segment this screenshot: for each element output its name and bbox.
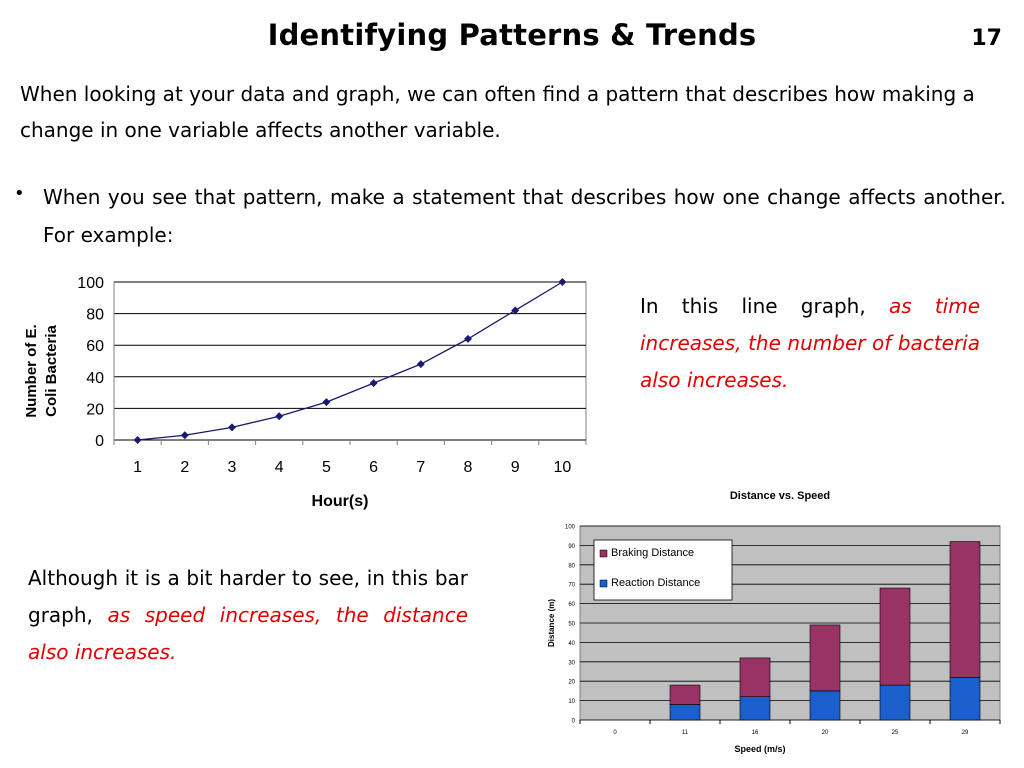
data-point xyxy=(511,306,520,315)
data-point xyxy=(275,412,284,421)
x-tick-label: 29 xyxy=(962,730,969,736)
bar-segment xyxy=(809,624,841,692)
bar-chart-caption: Although it is a bit harder to see, in t… xyxy=(28,560,468,671)
y-tick-label: 40 xyxy=(568,641,575,647)
x-tick-label: 10 xyxy=(554,459,572,476)
y-tick-label: 10 xyxy=(568,699,575,705)
page-title: Identifying Patterns & Trends xyxy=(267,18,757,52)
bullet-marker: • xyxy=(14,183,25,204)
bar-segment xyxy=(669,684,701,705)
bar-segment xyxy=(669,704,701,721)
x-tick-label: 3 xyxy=(228,459,237,476)
bar-segment xyxy=(879,684,911,721)
bar-segment xyxy=(739,657,771,698)
x-tick-label: 11 xyxy=(682,730,689,736)
x-tick-label: 1 xyxy=(133,459,142,476)
bar-chart: Distance vs. Speed 0 10 20 30 40 50 60 70 80 90 100… xyxy=(547,490,1001,754)
bar-caption-highlight: as speed increases, the distance also in… xyxy=(28,603,469,664)
legend-swatch xyxy=(599,549,608,558)
line-chart-caption: In this line graph, as time increases, t… xyxy=(640,288,980,399)
line-caption-highlight: as time increases, the number of bacteri… xyxy=(640,294,981,392)
legend-label: Reaction Distance xyxy=(611,577,700,589)
x-tick-label: 2 xyxy=(180,459,189,476)
y-tick-label: 70 xyxy=(568,583,575,589)
y-tick-label: 90 xyxy=(568,544,575,550)
y-tick-label: 0 xyxy=(572,719,576,725)
y-tick-label: 50 xyxy=(568,622,575,628)
data-point xyxy=(464,334,472,343)
x-tick-label: 20 xyxy=(822,730,829,736)
data-point xyxy=(369,379,378,388)
y-tick-label: 80 xyxy=(568,563,575,569)
y-tick-label: 20 xyxy=(86,401,104,418)
x-tick-label: 25 xyxy=(892,730,899,736)
x-tick-label: 4 xyxy=(275,459,284,476)
y-tick-label: 40 xyxy=(86,370,104,387)
bar-segment xyxy=(949,541,981,678)
y-tick-label: 100 xyxy=(565,525,576,531)
x-tick-label: 0 xyxy=(613,730,617,736)
x-axis-title: Speed (m/s) xyxy=(734,744,785,754)
slide-number: 17 xyxy=(971,26,1002,51)
x-tick-label: 8 xyxy=(464,459,473,476)
line-chart: 0 20 40 60 80 100 1 2 3 4 5 6 7 8 9 10 Hour(s) Number of … xyxy=(23,275,587,510)
y-tick-label: 60 xyxy=(86,338,104,355)
y-axis-title: Distance (m) xyxy=(547,599,556,647)
x-tick-label: 9 xyxy=(511,459,520,476)
data-point xyxy=(180,431,189,440)
x-tick-label: 7 xyxy=(416,459,425,476)
x-tick-label: 5 xyxy=(322,459,331,476)
series-line xyxy=(137,281,563,441)
bar-segment xyxy=(879,587,911,686)
data-point xyxy=(133,436,142,444)
legend xyxy=(593,539,733,601)
chart-title: Distance vs. Speed xyxy=(730,490,830,502)
bar-segment xyxy=(949,677,981,721)
bullet-text: When you see that pattern, make a statem… xyxy=(43,185,1006,247)
y-tick-label: 100 xyxy=(77,275,104,292)
legend-label: Braking Distance xyxy=(611,547,694,559)
x-tick-label: 6 xyxy=(369,459,378,476)
bar-caption-plain: Although it is a bit harder to see, in t… xyxy=(28,566,468,627)
x-axis-title: Hour(s) xyxy=(312,493,369,510)
y-tick-label: 20 xyxy=(568,680,575,686)
line-caption-plain: In this line graph, xyxy=(640,294,866,318)
plot-area xyxy=(113,281,587,441)
y-tick-label: 30 xyxy=(568,660,575,666)
legend-swatch xyxy=(599,579,608,588)
y-tick-label: 60 xyxy=(568,602,575,608)
data-point xyxy=(228,423,236,432)
bar-segment xyxy=(809,690,841,721)
data-point xyxy=(416,360,425,369)
y-tick-label: 0 xyxy=(95,433,104,450)
data-point xyxy=(322,398,331,407)
intro-paragraph: When looking at your data and graph, we … xyxy=(20,82,975,142)
y-axis-title: Number of E. Coli Bacteria xyxy=(23,324,60,417)
x-tick-label: 16 xyxy=(752,730,759,736)
data-point xyxy=(558,278,567,286)
y-tick-label: 80 xyxy=(86,307,104,324)
bar-segment xyxy=(739,696,771,721)
